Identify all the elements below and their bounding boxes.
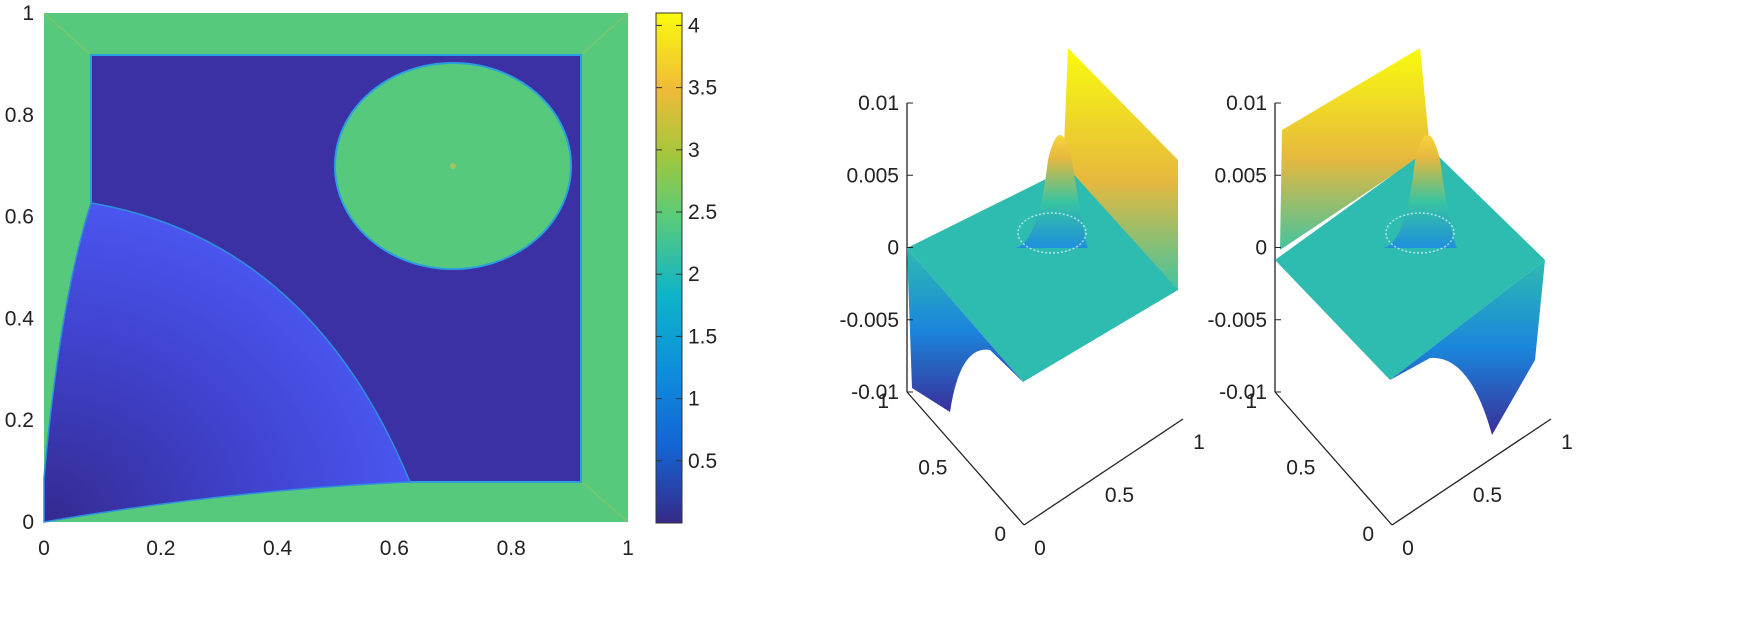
y-tick-label: 0.2 (5, 409, 34, 432)
surface-front-trough (1390, 260, 1545, 435)
colorbar-tick-label: 2.5 (688, 201, 717, 224)
x-tick-label: 0 (1034, 537, 1046, 560)
y-tick-label: 0 (22, 511, 34, 534)
x-tick-label: 1 (622, 537, 634, 560)
x-tick-label: 0.5 (1105, 484, 1134, 507)
x-tick-label: 0.6 (380, 537, 409, 560)
surface-peak-base (1017, 212, 1087, 254)
quarter-disk-region (43, 202, 412, 523)
y-tick-label: 0 (994, 523, 1006, 546)
surface-central-peak (1383, 135, 1457, 248)
colorbar: 0.5 1 1.5 2 2.5 3 3.5 4 (655, 12, 717, 524)
frame-diagonal (43, 12, 92, 56)
y-axis (906, 391, 1025, 526)
heatmap-axis-ticks: 0 0.2 0.4 0.6 0.8 1 0 0.2 0.4 0.6 0.8 1 (5, 2, 634, 560)
surface-2-ticks: -0.01 -0.005 0 0.005 0.01 0 0.5 1 0 0.5 1 (1207, 92, 1572, 560)
x-axis (1023, 418, 1184, 526)
z-tick-label: 0 (887, 237, 899, 260)
y-tick-label: 0.6 (5, 206, 34, 229)
z-tick-label: 0.005 (846, 164, 899, 187)
x-tick-label: 1 (1561, 431, 1573, 454)
y-tick-label: 0 (1362, 523, 1374, 546)
z-tick-label: 0.005 (1214, 164, 1267, 187)
x-tick-label: 0.2 (146, 537, 175, 560)
surface-base-plane (1275, 148, 1545, 380)
surface-front-trough (907, 248, 1023, 412)
surface-central-peak (1015, 135, 1088, 248)
x-tick-label: 0 (38, 537, 50, 560)
x-axis (1391, 418, 1552, 526)
y-tick-label: 0.5 (918, 457, 947, 480)
colorbar-gradient (655, 12, 683, 524)
y-tick-label: 1 (877, 390, 889, 413)
z-tick-label: 0 (1255, 237, 1267, 260)
y-tick-label: 1 (1245, 390, 1257, 413)
x-tick-label: 1 (1193, 431, 1205, 454)
x-tick-label: 0 (1402, 537, 1414, 560)
colorbar-tick-label: 4 (688, 14, 700, 37)
z-tick-label: 0.01 (858, 92, 899, 115)
x-tick-label: 0.5 (1473, 484, 1502, 507)
surface-back-ridge (1280, 48, 1430, 250)
z-tick-label: 0.01 (1226, 92, 1267, 115)
x-tick-label: 0.4 (263, 537, 293, 560)
frame-diagonal (580, 480, 629, 523)
surface-plot-1: -0.01 -0.005 0 0.005 0.01 0 0.5 1 0 0.5 1 (839, 48, 1205, 560)
z-tick-label: -0.005 (839, 309, 899, 332)
colorbar-tick-label: 3.5 (688, 77, 717, 100)
circle-center-mark (450, 163, 456, 169)
y-tick-label: 0.4 (5, 307, 35, 330)
surface-plot-2: -0.01 -0.005 0 0.005 0.01 0 0.5 1 0 0.5 1 (1207, 48, 1573, 560)
colorbar-tick-label: 3 (688, 139, 700, 162)
colorbar-tick-label: 0.5 (688, 450, 717, 473)
z-tick-label: -0.005 (1207, 309, 1267, 332)
colorbar-tick-label: 1 (688, 388, 700, 411)
y-axis (1274, 391, 1393, 526)
x-tick-label: 0.8 (497, 537, 526, 560)
y-tick-label: 1 (22, 2, 34, 25)
z-tick-label: -0.01 (1219, 381, 1267, 404)
z-tick-label: -0.01 (851, 381, 899, 404)
heatmap-plot: 0 0.2 0.4 0.6 0.8 1 0 0.2 0.4 0.6 0.8 1 (5, 2, 634, 560)
surface-base-plane (907, 168, 1178, 382)
colorbar-tick-label: 2 (688, 263, 700, 286)
colorbar-ticks: 0.5 1 1.5 2 2.5 3 3.5 4 (656, 14, 717, 473)
frame-diagonal (580, 12, 629, 56)
colorbar-tick-label: 1.5 (688, 325, 717, 348)
y-tick-label: 0.5 (1286, 457, 1315, 480)
surface-1-ticks: -0.01 -0.005 0 0.005 0.01 0 0.5 1 0 0.5 1 (839, 92, 1204, 560)
y-tick-label: 0.8 (5, 104, 34, 127)
surface-peak-base (1385, 212, 1455, 254)
